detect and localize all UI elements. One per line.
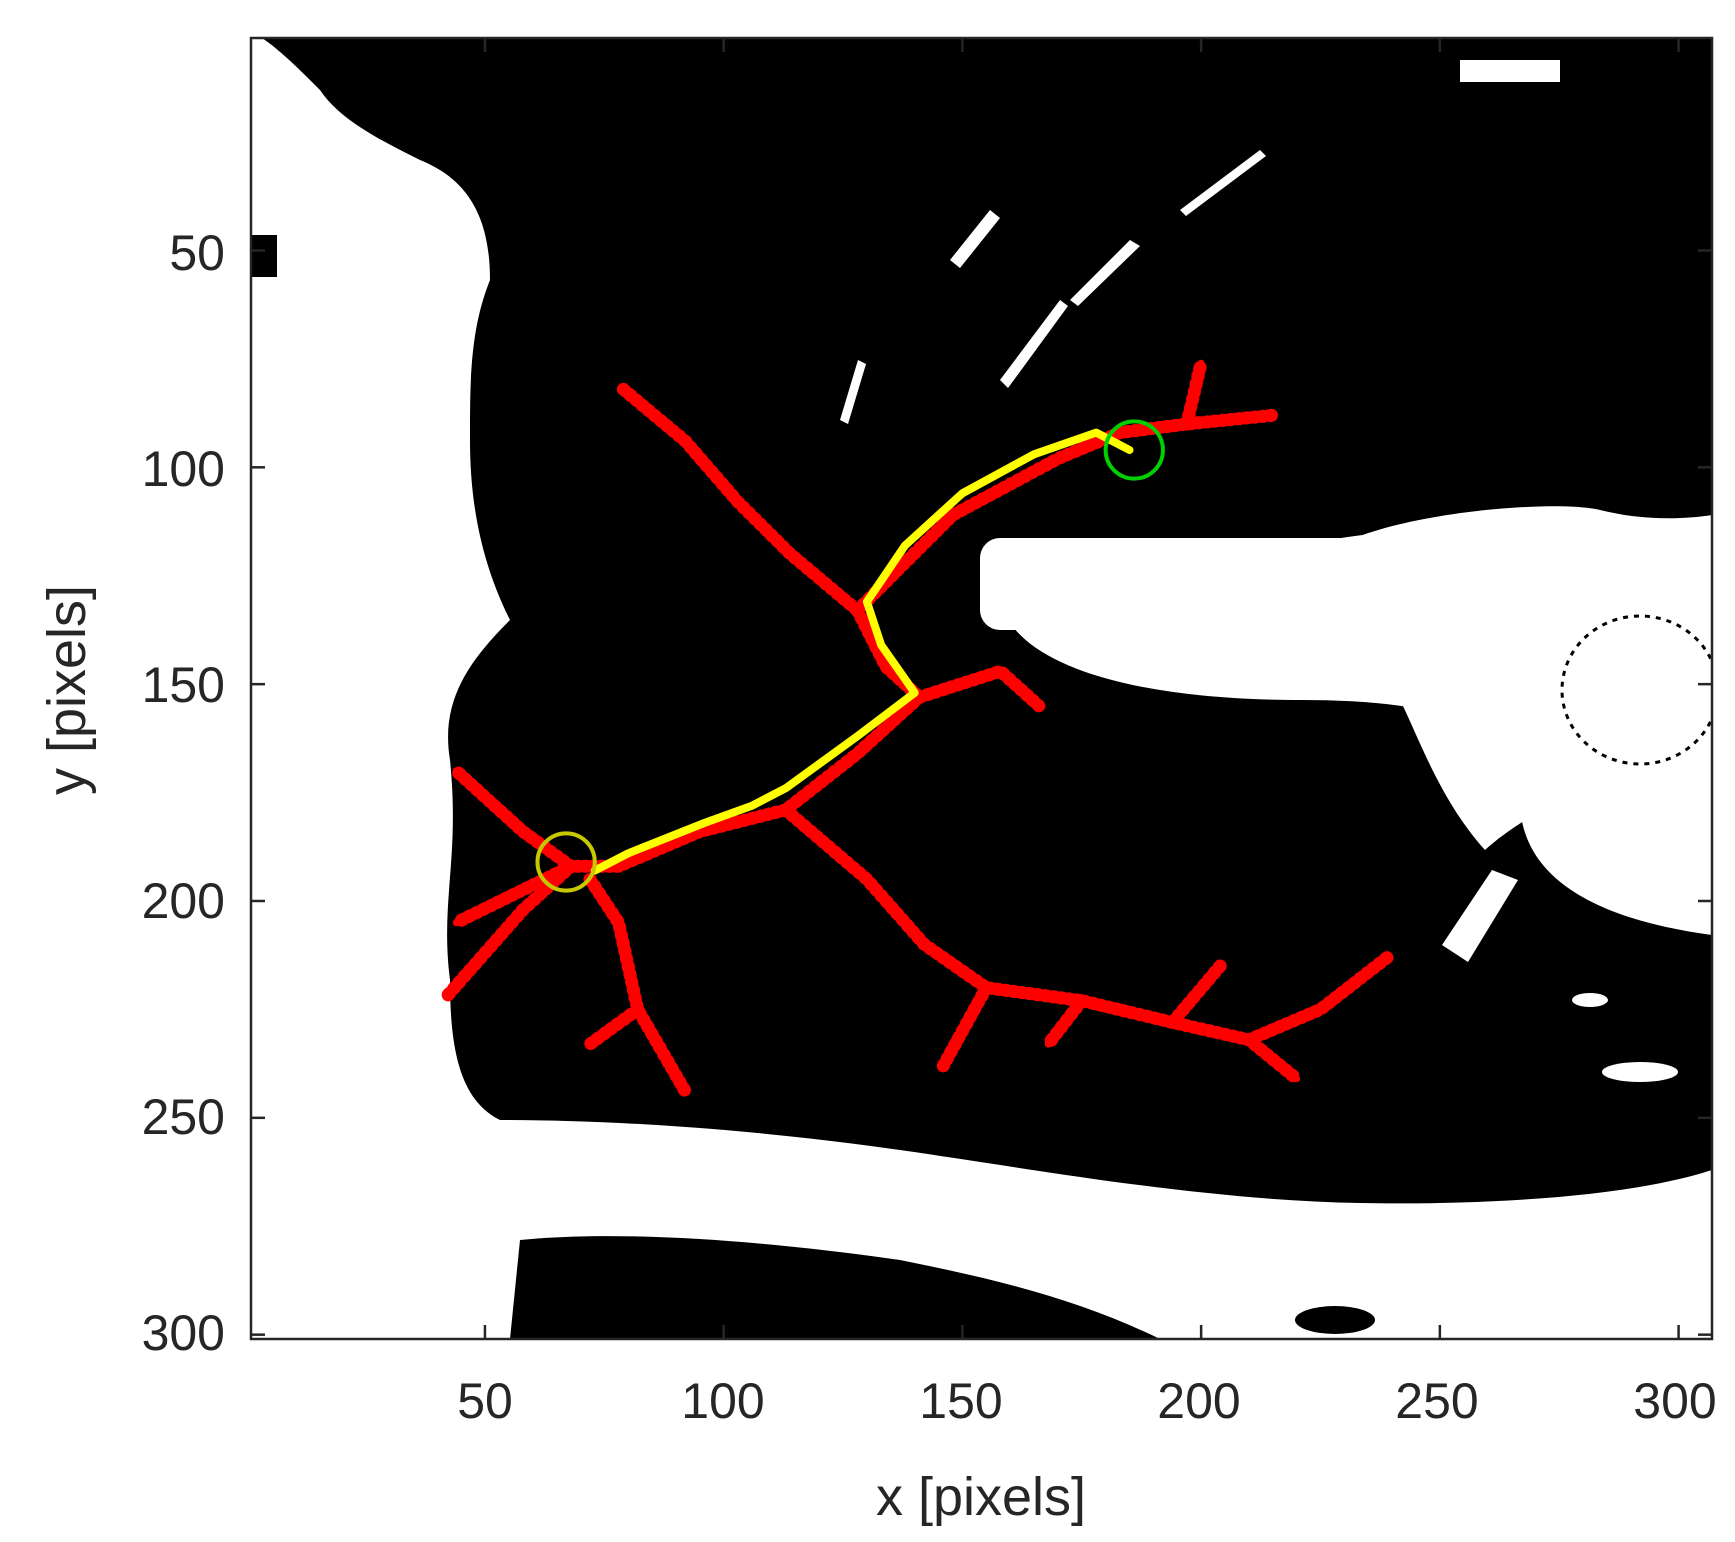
tree-branch-7 [586, 875, 689, 1096]
tree-branch-8 [586, 1005, 642, 1048]
axes-box [249, 36, 1714, 1341]
tree-branch-11 [939, 984, 990, 1070]
tree-branch-9 [782, 806, 1301, 1083]
y-tick-label-250: 250 [142, 1089, 225, 1145]
y-tick-label-50: 50 [169, 225, 225, 281]
binary-mask-image [251, 38, 1712, 1339]
tree-branch-0 [619, 385, 861, 614]
y-tick-label-200: 200 [142, 873, 225, 929]
tree-branch-2 [915, 667, 1043, 710]
tree-branch-6 [452, 862, 575, 927]
y-tick-label-150: 150 [142, 657, 225, 713]
tree-branch-12 [1169, 962, 1224, 1026]
marker-circle-0 [1103, 419, 1165, 481]
x-tick-label-200: 200 [1157, 1373, 1240, 1429]
tree-branch-15 [1183, 359, 1205, 428]
x-tick-label-300: 300 [1633, 1373, 1716, 1429]
x-axis-label: x [pixels] [876, 1467, 1086, 1527]
data-layer [440, 356, 1394, 1099]
tree-branch-14 [853, 411, 1277, 614]
tree-branch-5 [443, 862, 575, 1000]
y-tick-label-300: 300 [142, 1305, 225, 1361]
path-series-1 [590, 428, 1134, 875]
x-tick-label-100: 100 [681, 1373, 764, 1429]
tree-branch-4 [452, 767, 575, 870]
x-tick-label-50: 50 [457, 1373, 513, 1429]
y-axis-label: y [pixels] [37, 585, 97, 795]
ticks-layer [251, 38, 1712, 1339]
traced-path-line [590, 428, 1134, 875]
tree-branch-13 [1245, 953, 1391, 1044]
x-tick-label-150: 150 [919, 1373, 1002, 1429]
tree-branch-10 [1044, 997, 1086, 1048]
x-tick-label-250: 250 [1395, 1373, 1478, 1429]
marker-circle-1 [535, 831, 597, 893]
y-tick-label-100: 100 [142, 441, 225, 497]
